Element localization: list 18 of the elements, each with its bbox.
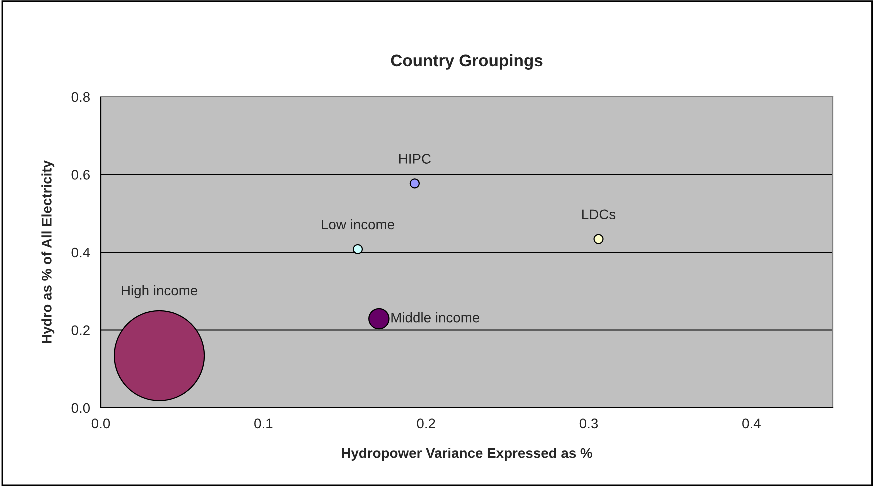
chart-title: Country Groupings bbox=[391, 54, 543, 70]
series-label: Middle income bbox=[392, 312, 480, 323]
x-tick-label: 0.4 bbox=[742, 418, 761, 429]
y-tick-label: 0.8 bbox=[72, 92, 90, 102]
y-tick-label: 0.4 bbox=[72, 248, 90, 258]
y-tick-label: 0.6 bbox=[72, 170, 90, 180]
x-tick-label: 0.2 bbox=[417, 418, 436, 429]
y-tick-label: 0.2 bbox=[72, 326, 90, 336]
x-tick-label: 0.3 bbox=[580, 418, 598, 429]
series-label: Low income bbox=[322, 219, 394, 230]
series-label: LDCs bbox=[582, 210, 616, 220]
y-tick-label: 0.0 bbox=[72, 403, 90, 414]
y-axis-title: Hydro as % of All Electricity bbox=[42, 160, 55, 344]
series-label: High income bbox=[122, 285, 198, 298]
x-tick-label: 0.0 bbox=[92, 418, 110, 429]
x-axis-title: Hydropower Variance Expressed as % bbox=[342, 448, 592, 461]
x-tick-label: 0.1 bbox=[254, 418, 273, 429]
series-label: HIPC bbox=[399, 154, 432, 164]
